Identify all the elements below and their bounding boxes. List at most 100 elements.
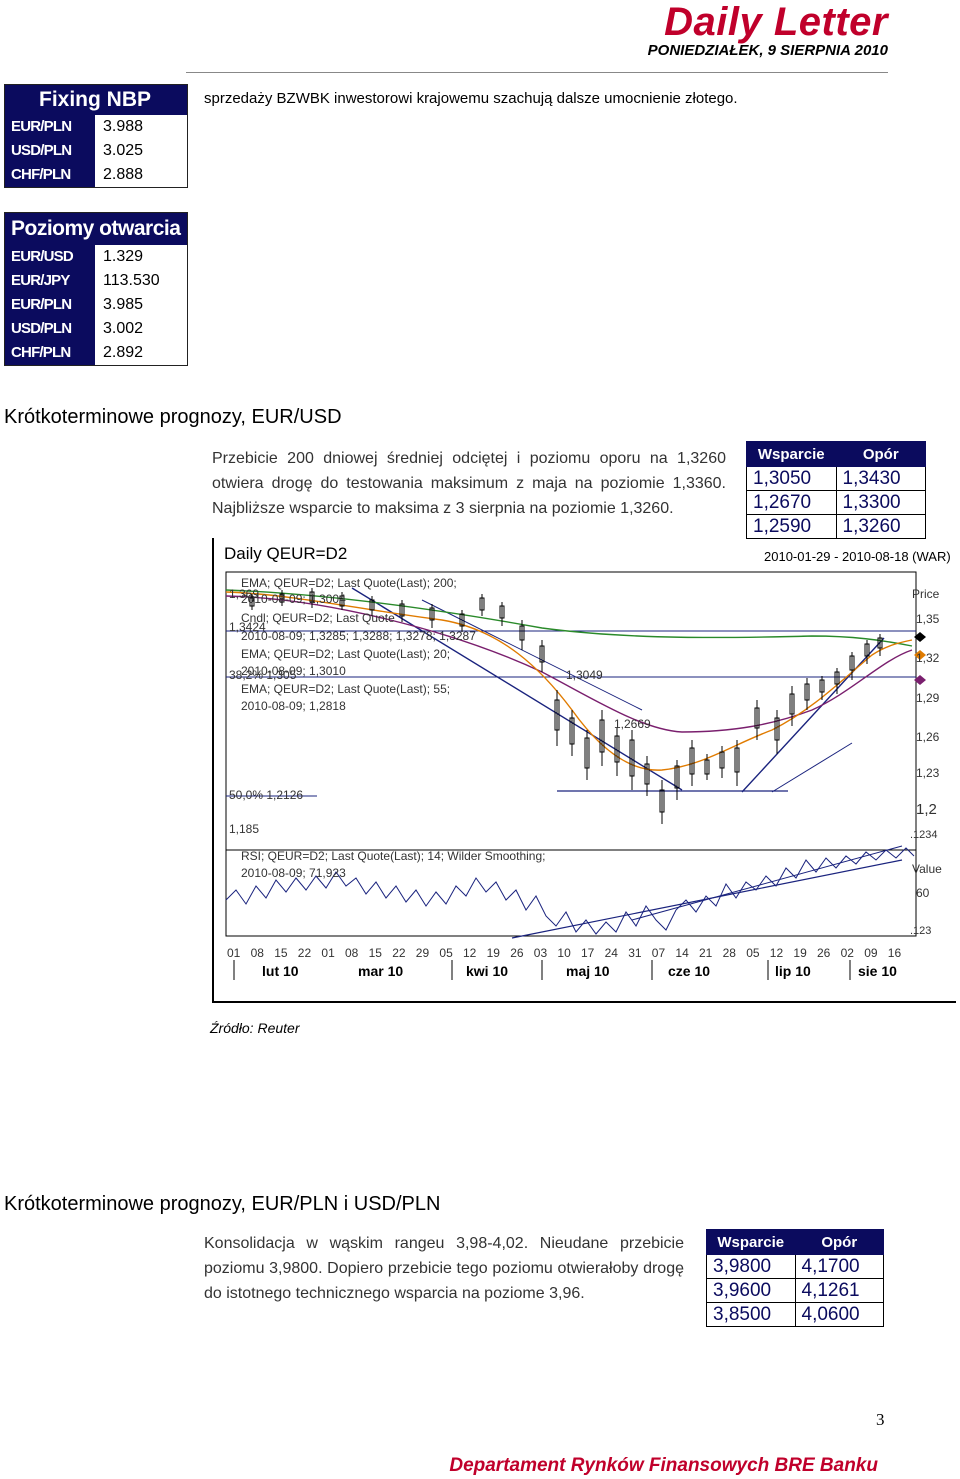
rsi-trendline-upper (631, 845, 903, 921)
x-axis-day-tick: 29 (415, 946, 430, 960)
fixing-rows: EUR/PLN 3.988 USD/PLN 3.025 CHF/PLN 2.888 (5, 115, 187, 187)
opening-row: CHF/PLN 2.892 (5, 341, 187, 365)
fixing-pair-value: 2.888 (94, 163, 187, 187)
x-axis-day-tick: 12 (769, 946, 784, 960)
x-axis-day-tick: 10 (557, 946, 571, 960)
x-axis-month-label: lip 10 (775, 963, 811, 979)
x-axis-month-label: maj 10 (566, 963, 610, 979)
opening-pair-name: EUR/PLN (11, 296, 72, 313)
x-axis-month-label: kwi 10 (466, 963, 509, 979)
x-axis-day-tick: 16 (887, 946, 902, 960)
fixing-pair-name: USD/PLN (11, 142, 72, 159)
trendline-up (741, 637, 885, 793)
opening-pair-name: EUR/JPY (11, 272, 70, 289)
x-axis-day-tick: 05 (746, 946, 760, 960)
rsi-small-bottom: .123 (910, 925, 932, 937)
rsi-panel-border (225, 849, 917, 937)
fixing-pair-value: 3.025 (94, 139, 187, 163)
fixing-pair-value: 3.988 (94, 115, 187, 139)
fixing-pair-name: CHF/PLN (11, 166, 71, 183)
ann-rsi-value: 2010-08-09; 71,923 (241, 866, 346, 880)
eurpln-support-2: 3,9600 (706, 1278, 796, 1303)
x-axis-day-tick: 12 (463, 946, 477, 960)
rsi-tick-60: 60 (916, 886, 930, 900)
price-axis-tick: 1,26 (916, 730, 940, 744)
eurusd-resistance-3: 1,3260 (835, 514, 926, 539)
eurusd-support-1: 1,3050 (746, 466, 837, 491)
eurpln-resistance-header: Opór (794, 1229, 884, 1255)
ann-ema55-value: 2010-08-09; 1,2818 (241, 699, 346, 713)
x-axis-day-tick: 02 (840, 946, 854, 960)
opening-pair-name: EUR/USD (11, 248, 74, 265)
x-axis-day-tick: 19 (486, 946, 500, 960)
level-382: 38,2% 1,305 (229, 668, 297, 682)
level-1369: 1,369 (229, 587, 260, 601)
x-axis-day-tick: 24 (604, 946, 618, 960)
level-1185: 1,185 (229, 822, 260, 836)
eurpln-support-3: 3,8500 (706, 1302, 796, 1327)
fixing-row: USD/PLN 3.025 (5, 139, 187, 163)
report-date: PONIEDZIAŁEK, 9 SIERPNIA 2010 (647, 42, 888, 59)
candle-bars (249, 588, 883, 824)
trendline-down (351, 587, 683, 791)
opening-row: EUR/JPY 113.530 (5, 269, 187, 293)
eurusd-resistance-header: Opór (835, 441, 926, 467)
x-axis-day-tick: 05 (439, 946, 453, 960)
chart-title: Daily QEUR=D2 (224, 544, 348, 563)
x-axis-month-label: cze 10 (668, 963, 711, 979)
x-axis-day-tick: 26 (510, 946, 524, 960)
x-axis-day-tick: 21 (699, 946, 713, 960)
x-axis-day-tick: 07 (651, 946, 666, 960)
ann-rsi: RSI; QEUR=D2; Last Quote(Last); 14; Wild… (241, 849, 546, 863)
ann-ema55: EMA; QEUR=D2; Last Quote(Last); 55; (241, 682, 451, 696)
eurpln-support-1: 3,9800 (706, 1254, 796, 1279)
eurusd-support-2: 1,2670 (746, 490, 837, 515)
header-divider (186, 72, 888, 73)
eurpln-resistance-1: 4,1700 (794, 1254, 884, 1279)
opening-rows: EUR/USD 1.329 EUR/JPY 113.530 EUR/PLN 3.985 US… (5, 245, 187, 365)
trendline-up-2 (771, 742, 853, 793)
x-axis-month-label: lut 10 (262, 963, 299, 979)
rsi-small-top: .1234 (910, 829, 938, 841)
value-axis-label: Value (912, 862, 942, 876)
fixing-row: CHF/PLN 2.888 (5, 163, 187, 187)
x-axis-day-tick: 14 (675, 946, 689, 960)
eurpln-paragraph: Konsolidacja w wąskim rangeu 3,98-4,02. … (204, 1235, 684, 1302)
eurusd-levels-table: Wsparcie Opór 1,3050 1,3430 1,2670 1,330… (746, 441, 926, 539)
x-axis-day-tick: 22 (392, 946, 406, 960)
x-axis-day-tick: 31 (628, 946, 642, 960)
marker-orange-diamond (914, 650, 926, 660)
ann-cndl: Cndl; QEUR=D2; Last Quote (241, 611, 395, 625)
price-axis-tick: 1,2 (916, 801, 937, 818)
x-axis-day-tick: 17 (581, 946, 595, 960)
opening-pair-value: 113.530 (94, 269, 187, 293)
source-note: Źródło: Reuter (210, 1020, 300, 1036)
ema200-line (225, 589, 913, 647)
x-axis-day-tick: 19 (793, 946, 807, 960)
opening-pair-value: 2.892 (94, 341, 187, 365)
fixing-pair-name: EUR/PLN (11, 118, 72, 135)
eurusd-paragraph: Przebicie 200 dniowej średniej odciętej … (212, 450, 726, 517)
price-axis-tick: 1,29 (916, 691, 940, 705)
eurusd-chart (225, 571, 926, 980)
fixing-nbp-box: Fixing NBP EUR/PLN 3.988 USD/PLN 3.025 CHF/P… (4, 84, 188, 188)
level-12669: 1,2669 (614, 717, 651, 731)
opening-row: USD/PLN 3.002 (5, 317, 187, 341)
opening-pair-name: USD/PLN (11, 320, 72, 337)
ema55-line (225, 595, 913, 733)
eurusd-resistance-2: 1,3300 (835, 490, 926, 515)
opening-levels-box: Poziomy otwarcia EUR/USD 1.329 EUR/JPY 113.… (4, 212, 188, 366)
eurpln-resistance-2: 4,1261 (794, 1278, 884, 1303)
ann-cndl-value: 2010-08-09; 1,3285; 1,3288; 1,3278; 1,32… (241, 629, 476, 643)
report-title: Daily Letter (664, 0, 888, 44)
eurpln-support-header: Wsparcie (706, 1229, 796, 1255)
eurpln-levels-table: Wsparcie Opór 3,9800 4,1700 3,9600 4,126… (706, 1229, 884, 1327)
x-axis-day-tick: 03 (533, 946, 548, 960)
x-axis-day-tick: 01 (227, 946, 241, 960)
footer-department: Departament Rynków Finansowych BRE Banku (449, 1455, 878, 1476)
level-13424: 1,3424 (229, 620, 266, 634)
rsi-line (225, 847, 915, 935)
x-axis-day-tick: 22 (297, 946, 312, 960)
x-axis-day-tick: 15 (368, 946, 382, 960)
opening-row: EUR/USD 1.329 (5, 245, 187, 269)
